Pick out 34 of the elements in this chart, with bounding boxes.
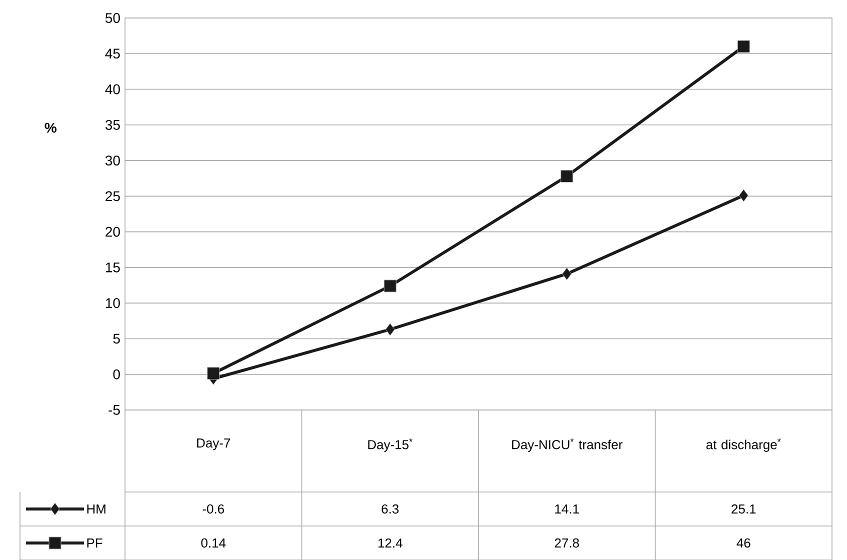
y-tick-label: 30: [105, 156, 120, 166]
x-tick-label: Day-NICU$^{*}$ transfer: [512, 438, 622, 452]
y-axis-title: %: [44, 122, 56, 133]
x-tick-label: Day-7: [197, 438, 230, 450]
data-label: -0.6: [202, 504, 224, 514]
x-tick-label: at discharge$^{*}$: [706, 438, 781, 452]
point: [385, 323, 395, 336]
y-tick-label: 35: [105, 120, 120, 130]
data-label: 6.3: [382, 504, 399, 514]
y-tick-label: 50: [105, 13, 120, 23]
point: [562, 268, 572, 280]
legend-label: HM: [87, 504, 106, 514]
data-label: 27.8: [554, 538, 579, 548]
y-tick-label: 25: [106, 191, 120, 202]
y-tick-label: -5: [108, 405, 120, 415]
x-tick-label: Day-15$^{*}$: [368, 438, 412, 452]
y-tick-label: 5: [113, 334, 120, 344]
y-tick-label: 15: [106, 262, 120, 272]
y-tick-label: 10: [106, 298, 120, 308]
point: [384, 280, 396, 292]
legend-label: PF: [87, 538, 102, 548]
data-label: 46: [736, 538, 750, 548]
y-tick-label: 40: [105, 84, 120, 94]
data-label: 14.1: [555, 504, 579, 514]
y-tick-label: 45: [105, 48, 120, 59]
point: [207, 367, 220, 380]
point: [560, 170, 574, 182]
data-label: 12.4: [378, 538, 402, 548]
y-tick-label: 0: [113, 369, 120, 380]
data-label: 0.14: [201, 538, 226, 548]
point: [738, 189, 748, 202]
y-tick-label: 20: [106, 226, 120, 237]
point: [737, 40, 750, 53]
data-label: 25.1: [732, 504, 756, 514]
